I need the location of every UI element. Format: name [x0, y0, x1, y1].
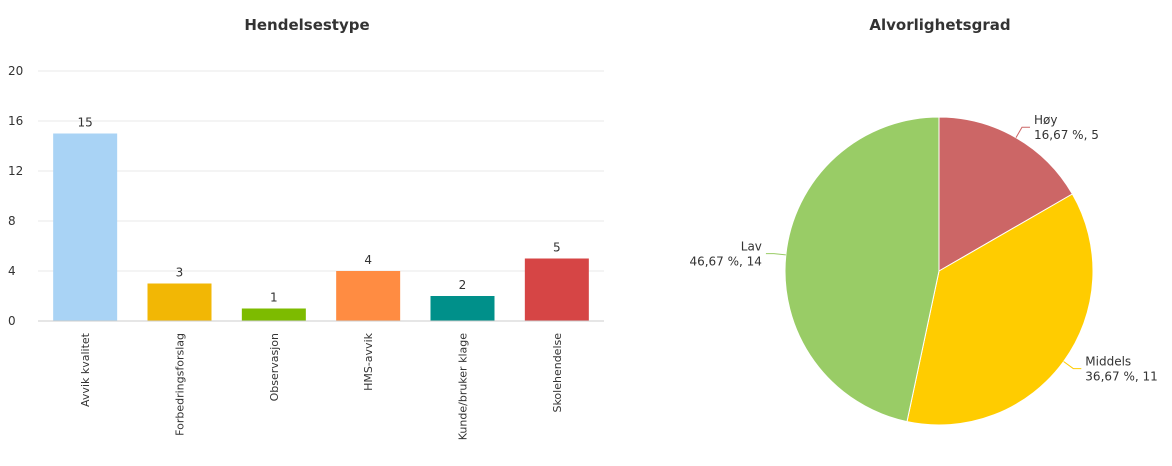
bar-value-label: 2: [459, 278, 467, 292]
pie-slice[interactable]: [906, 193, 1094, 426]
y-tick-label: 4: [8, 264, 16, 278]
bar-value-label: 1: [270, 291, 278, 305]
category-label: Kunde/bruker klage: [457, 333, 470, 440]
pie-connector-line: [1015, 126, 1030, 138]
bar-chart-title: Hendelsestype: [244, 16, 369, 34]
bar[interactable]: [430, 296, 495, 321]
bar[interactable]: [336, 271, 401, 321]
bar-value-label: 15: [78, 116, 93, 130]
pie-chart-slices: [784, 116, 1094, 426]
pie-slice-value: 16,67 %, 5: [1034, 128, 1099, 142]
bar[interactable]: [147, 283, 212, 322]
pie-chart-connectors: [765, 126, 1082, 370]
bar[interactable]: [241, 308, 306, 322]
bar-value-label: 3: [176, 266, 184, 280]
bar[interactable]: [524, 258, 589, 322]
category-label: Skolehendelse: [551, 333, 564, 413]
y-tick-label: 20: [8, 64, 23, 78]
bar-chart: Hendelsestype 0 4 8 12 16 20 15 3 1 4 2 5 Avvik kv…: [8, 16, 604, 440]
y-tick-label: 8: [8, 214, 16, 228]
bar-value-label: 4: [364, 253, 372, 267]
bar-chart-gridlines: [38, 70, 604, 272]
y-tick-label: 0: [8, 314, 16, 328]
y-tick-label: 12: [8, 164, 23, 178]
bar-value-label: 5: [553, 241, 561, 255]
pie-connector-line: [765, 253, 786, 256]
pie-chart-title: Alvorlighetsgrad: [869, 16, 1010, 34]
pie-slice[interactable]: [784, 116, 940, 423]
bar-chart-data-labels: 15 3 1 4 2 5: [78, 116, 561, 305]
pie-slice-value: 36,67 %, 11: [1085, 370, 1157, 384]
bar-chart-y-ticks: 0 4 8 12 16 20: [8, 64, 23, 328]
bar-chart-categories: Avvik kvalitet Forbedringsforslag Observas…: [79, 332, 564, 440]
pie-slice-value: 46,67 %, 14: [689, 255, 761, 269]
category-label: HMS-avvik: [362, 332, 375, 391]
pie-slice-name: Lav: [741, 240, 762, 254]
category-label: Forbedringsforslag: [174, 333, 187, 436]
pie-slice-name: Høy: [1034, 113, 1057, 127]
category-label: Avvik kvalitet: [79, 332, 92, 407]
bar[interactable]: [53, 133, 118, 322]
category-label: Observasjon: [268, 333, 281, 401]
y-tick-label: 16: [8, 114, 23, 128]
bar-chart-bars: [53, 133, 589, 322]
pie-slice-name: Middels: [1085, 355, 1131, 369]
pie-connector-line: [1063, 361, 1082, 370]
